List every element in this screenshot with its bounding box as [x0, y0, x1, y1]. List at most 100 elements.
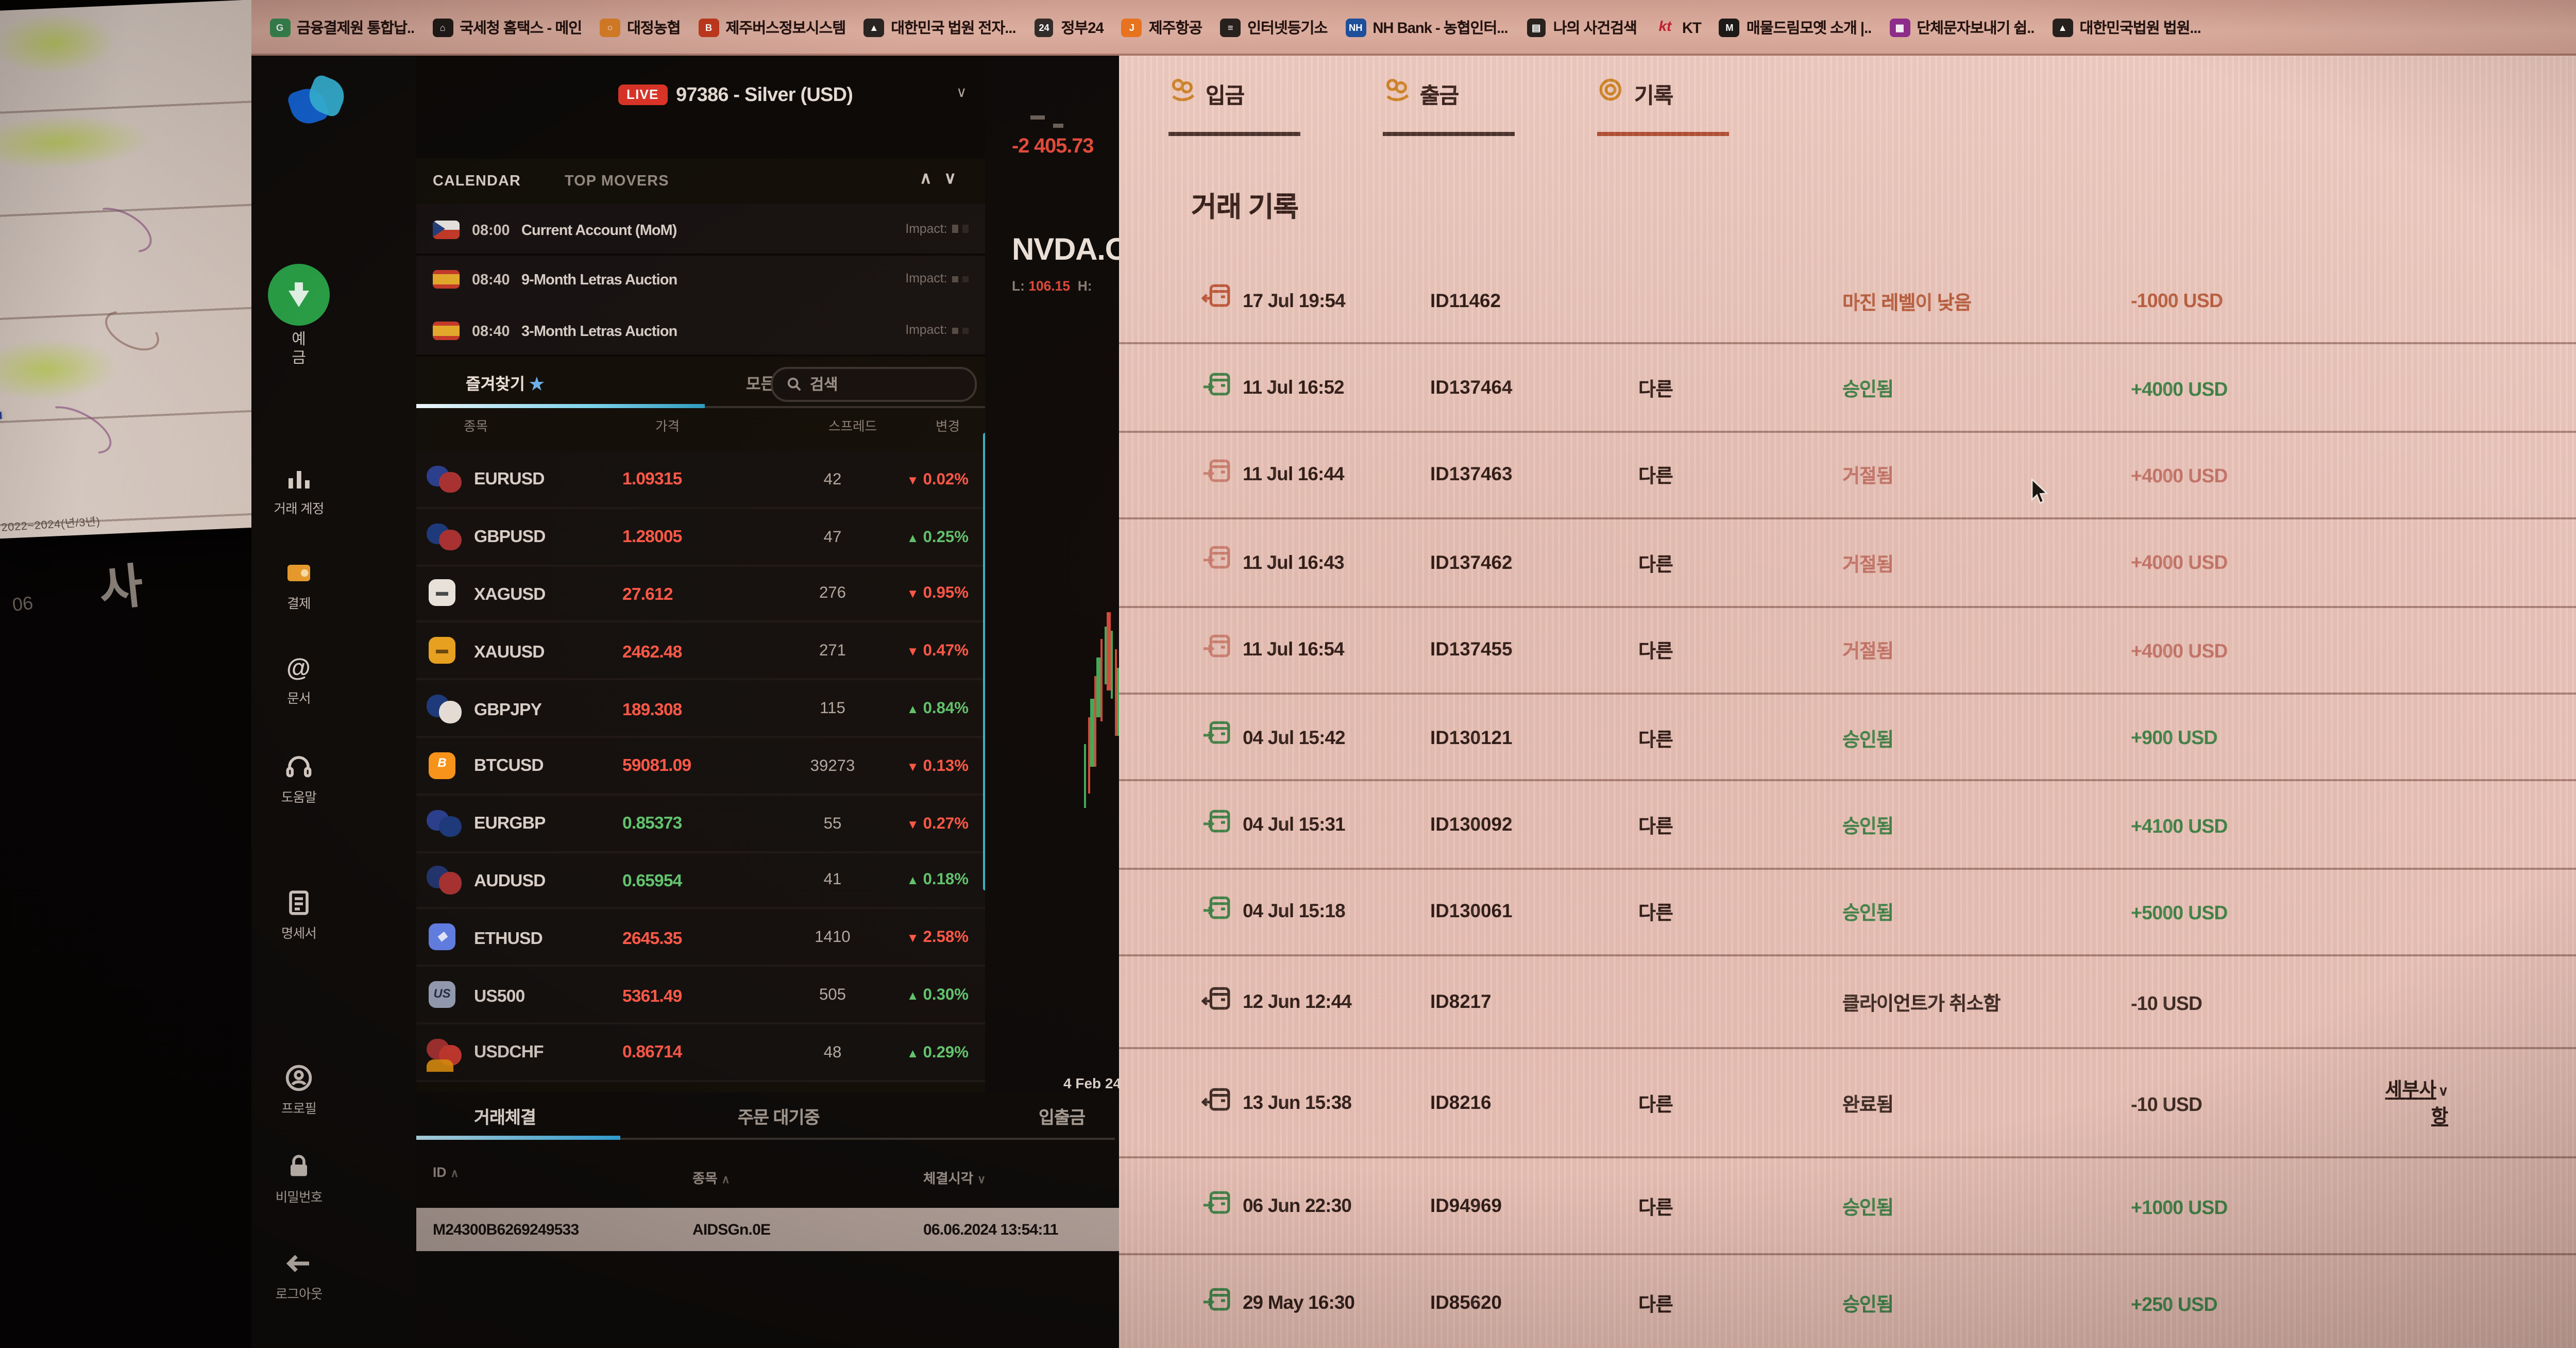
sidebar-item-profile[interactable]: 프로필 [251, 1059, 346, 1116]
bookmark-label: 제주버스정보시스템 [725, 18, 846, 36]
column-header[interactable]: 종목 [464, 420, 488, 435]
transaction-type: 다른 [1638, 466, 1673, 487]
instrument-row[interactable]: AUDUSD 0.65954 41 ▲ 0.18% [416, 852, 985, 910]
trades-bottom-panel: 거래체결 주문 대기중 입출금 ID ∧ 종목 ∧ 체결시각 ∨ M24300B6269249… [416, 1092, 1119, 1348]
sort-column-체결시각[interactable]: 체결시각 ∨ [923, 1173, 986, 1187]
trade-row[interactable]: M24300B6269249533 AIDSGn.0E 06.06.2024 13:… [416, 1208, 1119, 1251]
transaction-row[interactable]: 04 Jul 15:31 ID130092 다른 승인됨 +4100 USD [1119, 782, 2576, 869]
bookmark-item[interactable]: 24 정부24 [1034, 18, 1104, 38]
tab-top-movers[interactable]: TOP MOVERS [565, 171, 669, 190]
instrument-row[interactable]: ◆ ETHUSD 2645.35 1410 ▼ 2.58% [416, 909, 985, 967]
chart-tick [1030, 115, 1045, 119]
column-header[interactable]: 가격 [655, 420, 680, 435]
tab-executed-trades[interactable]: 거래체결 [474, 1107, 536, 1127]
instrument-row[interactable]: B BTCUSD 59081.09 39273 ▼ 0.13% [416, 737, 985, 796]
headset-icon [251, 748, 346, 783]
search-input[interactable]: 검색 [771, 367, 977, 402]
transaction-date: 11 Jul 16:43 [1243, 552, 1345, 573]
sidebar-item-label: 비밀번호 [275, 1190, 323, 1205]
impact-square [962, 225, 969, 232]
withdrawal-icon [1201, 983, 1243, 1022]
bookmark-item[interactable]: ▲ 대한민국 법원 전자... [864, 18, 1016, 38]
symbol-title[interactable]: 97386 - Silver (USD) [676, 83, 853, 106]
tab-deposit[interactable]: 입금 [1168, 76, 1300, 136]
instrument-row[interactable]: GBPJPY 189.308 115 ▲ 0.84% [416, 680, 985, 738]
spain-flag-icon [433, 321, 460, 340]
tab-records[interactable]: 기록 [1597, 76, 1729, 136]
tab-deposits-withdrawals[interactable]: 입출금 [1039, 1107, 1086, 1127]
bookmark-item[interactable]: ▲ 대한민국법원 법원... [2053, 18, 2201, 38]
profile-icon [251, 1059, 346, 1094]
transaction-row[interactable]: 12 Jun 12:44 ID8217 클라이언트가 취소함 -10 USD [1119, 957, 2576, 1050]
sidebar-item-card[interactable]: 결제 [251, 554, 346, 611]
column-header[interactable]: 변경 [936, 420, 960, 435]
transaction-row[interactable]: 11 Jul 16:43 ID137462 다른 거절됨 +4000 USD [1119, 520, 2576, 608]
sort-column-id[interactable]: ID ∧ [433, 1167, 459, 1181]
bookmark-item[interactable]: B 제주버스정보시스템 [699, 18, 846, 38]
instrument-row[interactable]: USDCHF 0.86714 48 ▲ 0.29% [416, 1024, 985, 1082]
bookmark-favicon: G [270, 18, 290, 38]
sidebar-item-label: 거래 계정 [274, 502, 324, 516]
column-header[interactable]: 스프레드 [828, 420, 877, 435]
details-link[interactable]: 세부사 ∨ 항 [2385, 1079, 2448, 1126]
bookmark-item[interactable]: NH NH Bank - 농협인터... [1346, 18, 1509, 38]
calendar-event-row[interactable]: 08:40 3-Month Letras Auction Impact: [416, 305, 985, 357]
bookmark-item[interactable]: kt KT [1655, 18, 1701, 38]
instrument-row[interactable]: ▬ XAGUSD 27.612 276 ▼ 0.95% [416, 566, 985, 624]
event-title: Current Account (MoM) [521, 220, 677, 238]
tab-withdrawal[interactable]: 출금 [1383, 76, 1515, 136]
transaction-row[interactable]: 17 Jul 19:54 ID11462 마진 레벨이 낮음 -1000 USD [1119, 258, 2576, 345]
tab-favorites[interactable]: 즐겨찾기 ★ [466, 375, 545, 394]
bookmark-item[interactable]: ○ 대정농협 [600, 18, 681, 38]
instrument-row[interactable]: EURUSD 1.09315 42 ▼ 0.02% [416, 451, 985, 509]
chevron-down-icon[interactable]: ∨ [956, 87, 967, 101]
transaction-row[interactable]: 13 Jun 15:38 ID8216 다른 완료됨 -10 USD 세부사 ∨ 항 [1119, 1050, 2576, 1159]
transaction-row[interactable]: 11 Jul 16:54 ID137455 다른 거절됨 +4000 USD [1119, 607, 2576, 695]
deposit-button[interactable] [268, 264, 330, 326]
transaction-id: ID130092 [1430, 814, 1513, 835]
instrument-change: ▼ 0.95% [906, 584, 969, 603]
transaction-row[interactable]: 29 May 16:30 ID85620 다른 승인됨 +250 USD [1119, 1256, 2576, 1348]
sidebar-item-logout[interactable]: 로그아웃 [251, 1245, 346, 1302]
sidebar-item-lock[interactable]: 비밀번호 [251, 1148, 346, 1205]
instrument-row[interactable]: US US500 5361.49 505 ▲ 0.30% [416, 967, 985, 1024]
instrument-row[interactable]: GBPUSD 1.28005 47 ▲ 0.25% [416, 509, 985, 566]
bookmark-item[interactable]: J 제주항공 [1122, 18, 1202, 38]
transaction-row[interactable]: 04 Jul 15:42 ID130121 다른 승인됨 +900 USD [1119, 695, 2576, 782]
instrument-symbol: XAGUSD [474, 583, 546, 604]
bookmark-favicon: 24 [1034, 18, 1054, 38]
bookmark-favicon: M [1719, 18, 1739, 38]
bookmark-item[interactable]: ▤ 나의 사건검색 [1526, 18, 1637, 38]
collapse-arrows[interactable]: ∧∨ [920, 169, 969, 188]
sidebar-item-headset[interactable]: 도움말 [251, 748, 346, 805]
sidebar-item-statement[interactable]: 명세서 [251, 884, 346, 941]
instrument-change: ▲ 0.18% [906, 870, 969, 889]
calendar-event-row[interactable]: 08:00 Current Account (MoM) Impact: [416, 204, 985, 256]
bookmark-item[interactable]: G 금융결제원 통합납.. [270, 18, 415, 38]
transaction-row[interactable]: 06 Jun 22:30 ID94969 다른 승인됨 +1000 USD [1119, 1159, 2576, 1256]
app-logo-icon[interactable] [286, 73, 352, 136]
tab-calendar[interactable]: CALENDAR [433, 171, 521, 190]
instrument-row[interactable]: ▬ XAUUSD 2462.48 271 ▼ 0.47% [416, 623, 985, 681]
deposit-icon [1201, 1284, 1243, 1323]
transaction-id: ID85620 [1430, 1292, 1502, 1313]
transaction-row[interactable]: 11 Jul 16:52 ID137464 다른 승인됨 +4000 USD [1119, 345, 2576, 433]
sidebar-item-at[interactable]: @ 문서 [251, 649, 346, 706]
event-impact: Impact: [905, 272, 969, 287]
bookmark-item[interactable]: M 매물드림모옛 소개 |.. [1719, 18, 1872, 38]
bookmark-item[interactable]: ⌂ 국세청 홈택스 - 메인 [433, 18, 582, 38]
calendar-event-row[interactable]: 08:40 9-Month Letras Auction Impact: [416, 255, 985, 307]
bookmark-item[interactable]: ≡ 인터넷등기소 [1221, 18, 1328, 38]
instrument-row[interactable]: EURGBP 0.85373 55 ▼ 0.27% [416, 795, 985, 853]
tab-pending-orders[interactable]: 주문 대기중 [738, 1107, 820, 1127]
sidebar-item-bar-chart[interactable]: 거래 계정 [251, 460, 346, 516]
instrument-price: 2462.48 [622, 641, 682, 662]
instrument-symbol: AUDUSD [474, 869, 546, 890]
instrument-change: ▼ 2.58% [906, 928, 969, 947]
instrument-spread: 1410 [815, 928, 851, 947]
sort-column-종목[interactable]: 종목 ∧ [692, 1173, 730, 1187]
instrument-list: EURUSD 1.09315 42 ▼ 0.02% GBPUSD 1.28005 47 ▲ 0.2… [416, 451, 985, 1082]
bookmark-item[interactable]: ▦ 단체문자보내기 쉽.. [1890, 18, 2035, 38]
transaction-row[interactable]: 11 Jul 16:44 ID137463 다른 거절됨 +4000 USD [1119, 432, 2576, 520]
transaction-row[interactable]: 04 Jul 15:18 ID130061 다른 승인됨 +5000 USD [1119, 869, 2576, 957]
